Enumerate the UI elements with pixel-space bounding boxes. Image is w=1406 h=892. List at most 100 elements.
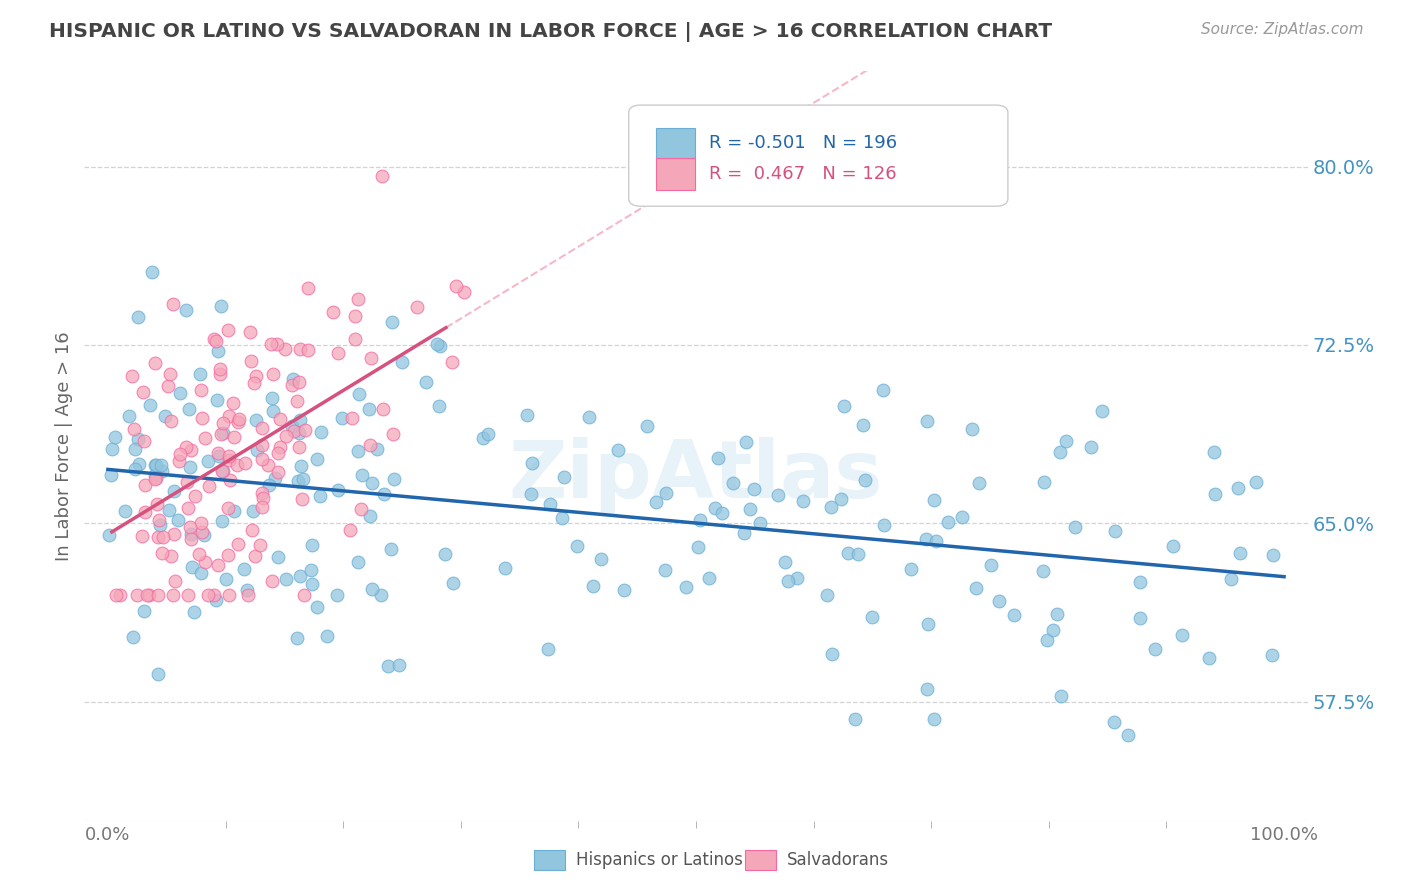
Point [288, 569, 311, 583]
Point [246, 443, 269, 458]
Point [176, 500, 198, 515]
Text: HISPANIC OR LATINO VS SALVADORAN IN LABOR FORCE | AGE > 16 CORRELATION CHART: HISPANIC OR LATINO VS SALVADORAN IN LABO… [49, 22, 1052, 42]
Point [281, 419, 304, 434]
Point [218, 449, 240, 463]
Point [183, 605, 205, 619]
Point [149, 517, 172, 532]
Point [160, 549, 183, 563]
Point [328, 483, 350, 497]
Point [305, 452, 328, 467]
Point [236, 583, 259, 598]
Point [166, 513, 188, 527]
Point [242, 503, 264, 517]
Point [453, 285, 475, 300]
Point [915, 414, 938, 428]
Point [209, 362, 232, 376]
Point [150, 546, 173, 560]
Point [917, 681, 939, 696]
Point [121, 369, 143, 384]
Point [582, 579, 605, 593]
Point [136, 588, 159, 602]
Point [132, 604, 155, 618]
Point [207, 446, 229, 460]
Point [264, 471, 287, 485]
Point [429, 399, 451, 413]
Point [193, 528, 215, 542]
Point [440, 355, 463, 369]
Point [245, 413, 267, 427]
Point [381, 315, 404, 329]
Point [221, 396, 243, 410]
Point [208, 367, 231, 381]
Point [245, 369, 267, 384]
Point [371, 169, 394, 183]
Point [236, 588, 259, 602]
Point [1036, 632, 1059, 647]
Point [1261, 648, 1284, 662]
Point [538, 497, 561, 511]
Point [326, 588, 349, 602]
Point [1102, 715, 1125, 730]
Point [853, 473, 876, 487]
Point [477, 427, 499, 442]
Point [872, 384, 894, 398]
Point [1171, 628, 1194, 642]
Point [377, 658, 399, 673]
Point [1204, 486, 1226, 500]
Point [98, 528, 121, 542]
Point [768, 488, 790, 502]
Point [152, 530, 174, 544]
Point [433, 547, 456, 561]
Point [316, 629, 339, 643]
Point [266, 550, 288, 565]
Point [391, 355, 413, 369]
Point [207, 558, 229, 572]
Point [301, 538, 323, 552]
Point [1064, 520, 1087, 534]
Point [163, 483, 186, 498]
Point [591, 551, 613, 566]
Point [922, 712, 945, 726]
Point [792, 494, 814, 508]
Point [980, 558, 1002, 572]
Point [197, 588, 219, 602]
Text: Hispanics or Latinos: Hispanics or Latinos [576, 851, 744, 869]
Point [1129, 611, 1152, 625]
Point [269, 411, 291, 425]
Point [160, 413, 183, 427]
Point [380, 541, 402, 556]
Point [134, 477, 156, 491]
Point [776, 574, 799, 588]
Point [179, 460, 201, 475]
Point [143, 356, 166, 370]
Point [194, 555, 217, 569]
Point [124, 442, 146, 456]
Point [1049, 690, 1071, 704]
Point [1116, 728, 1139, 742]
Point [274, 429, 297, 443]
Point [209, 299, 232, 313]
Point [366, 442, 388, 456]
Point [148, 513, 170, 527]
Point [222, 430, 245, 444]
Point [256, 458, 278, 473]
Point [249, 538, 271, 552]
Point [127, 432, 149, 446]
Point [188, 547, 211, 561]
Point [146, 588, 169, 602]
Point [127, 310, 149, 325]
Point [675, 580, 697, 594]
Point [1143, 641, 1166, 656]
Point [322, 304, 344, 318]
Point [211, 514, 233, 528]
Point [217, 500, 239, 515]
Point [429, 339, 451, 353]
Point [157, 502, 180, 516]
Point [288, 343, 311, 357]
Point [156, 379, 179, 393]
Point [225, 458, 247, 473]
Point [243, 376, 266, 391]
Point [204, 588, 226, 602]
Point [146, 530, 169, 544]
Point [852, 418, 875, 433]
